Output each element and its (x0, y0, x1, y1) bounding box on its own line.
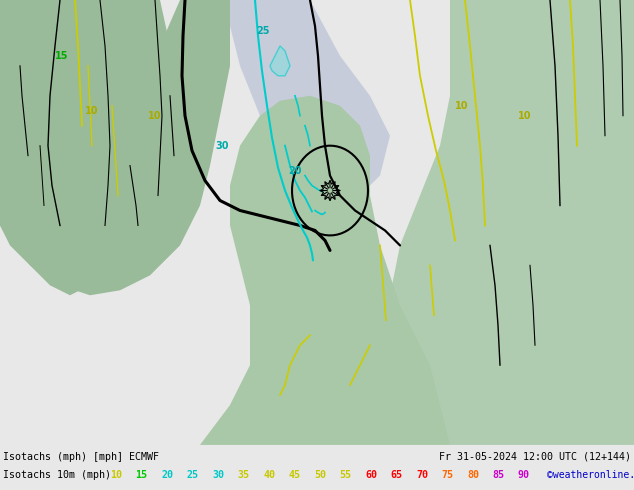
Text: 15: 15 (136, 470, 148, 480)
Text: 10: 10 (110, 470, 122, 480)
Text: 30: 30 (212, 470, 224, 480)
Text: 40: 40 (263, 470, 275, 480)
Text: 25: 25 (186, 470, 198, 480)
Text: 75: 75 (441, 470, 453, 480)
Text: 10: 10 (148, 111, 162, 121)
Text: 55: 55 (339, 470, 351, 480)
Text: 30: 30 (216, 141, 229, 150)
Text: 65: 65 (391, 470, 403, 480)
Text: 10: 10 (85, 106, 99, 116)
Text: 35: 35 (238, 470, 250, 480)
Text: 85: 85 (493, 470, 505, 480)
Text: 20: 20 (288, 166, 302, 175)
Text: 50: 50 (314, 470, 326, 480)
Text: 45: 45 (288, 470, 301, 480)
Text: 25: 25 (256, 26, 269, 36)
Text: 80: 80 (467, 470, 479, 480)
Polygon shape (270, 46, 290, 76)
Text: 10: 10 (455, 101, 469, 111)
Polygon shape (230, 0, 390, 205)
Text: Isotachs (mph) [mph] ECMWF: Isotachs (mph) [mph] ECMWF (3, 452, 159, 462)
Text: Isotachs 10m (mph): Isotachs 10m (mph) (3, 470, 111, 480)
Text: 10: 10 (518, 111, 532, 121)
Text: Fr 31-05-2024 12:00 UTC (12+144): Fr 31-05-2024 12:00 UTC (12+144) (439, 452, 631, 462)
Polygon shape (390, 0, 634, 445)
Text: ©weatheronline.co.uk: ©weatheronline.co.uk (547, 470, 634, 480)
Text: 90: 90 (518, 470, 530, 480)
Polygon shape (0, 0, 170, 295)
Text: 20: 20 (161, 470, 173, 480)
Polygon shape (0, 0, 230, 445)
Text: 70: 70 (416, 470, 428, 480)
Text: 60: 60 (365, 470, 377, 480)
Polygon shape (200, 96, 450, 445)
Text: 15: 15 (55, 51, 68, 61)
